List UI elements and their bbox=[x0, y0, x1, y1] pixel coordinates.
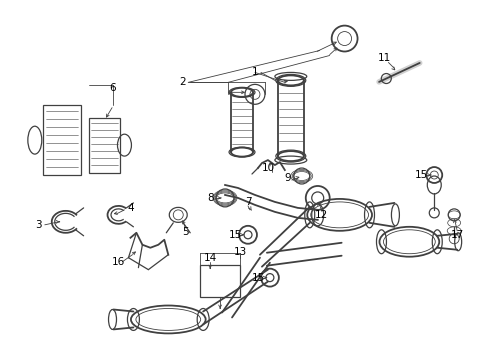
Text: 2: 2 bbox=[179, 77, 185, 87]
Text: 9: 9 bbox=[284, 173, 290, 183]
Text: 4: 4 bbox=[127, 203, 134, 213]
Text: 11: 11 bbox=[377, 54, 390, 63]
Text: 16: 16 bbox=[112, 257, 125, 267]
Bar bbox=[200, 265, 240, 297]
Text: 17: 17 bbox=[449, 230, 463, 240]
Text: 15: 15 bbox=[414, 170, 427, 180]
Text: 6: 6 bbox=[109, 84, 116, 93]
Text: 1: 1 bbox=[251, 67, 258, 77]
Text: 13: 13 bbox=[233, 247, 246, 257]
Bar bbox=[88, 118, 120, 173]
Bar bbox=[42, 105, 81, 175]
Text: 8: 8 bbox=[206, 193, 213, 203]
Text: 15: 15 bbox=[228, 230, 241, 240]
Text: 15: 15 bbox=[251, 273, 264, 283]
Text: 5: 5 bbox=[182, 227, 188, 237]
Text: 3: 3 bbox=[36, 220, 42, 230]
Text: 10: 10 bbox=[261, 163, 274, 173]
Text: 7: 7 bbox=[244, 197, 251, 207]
Text: 12: 12 bbox=[314, 210, 327, 220]
Text: 14: 14 bbox=[203, 253, 216, 263]
